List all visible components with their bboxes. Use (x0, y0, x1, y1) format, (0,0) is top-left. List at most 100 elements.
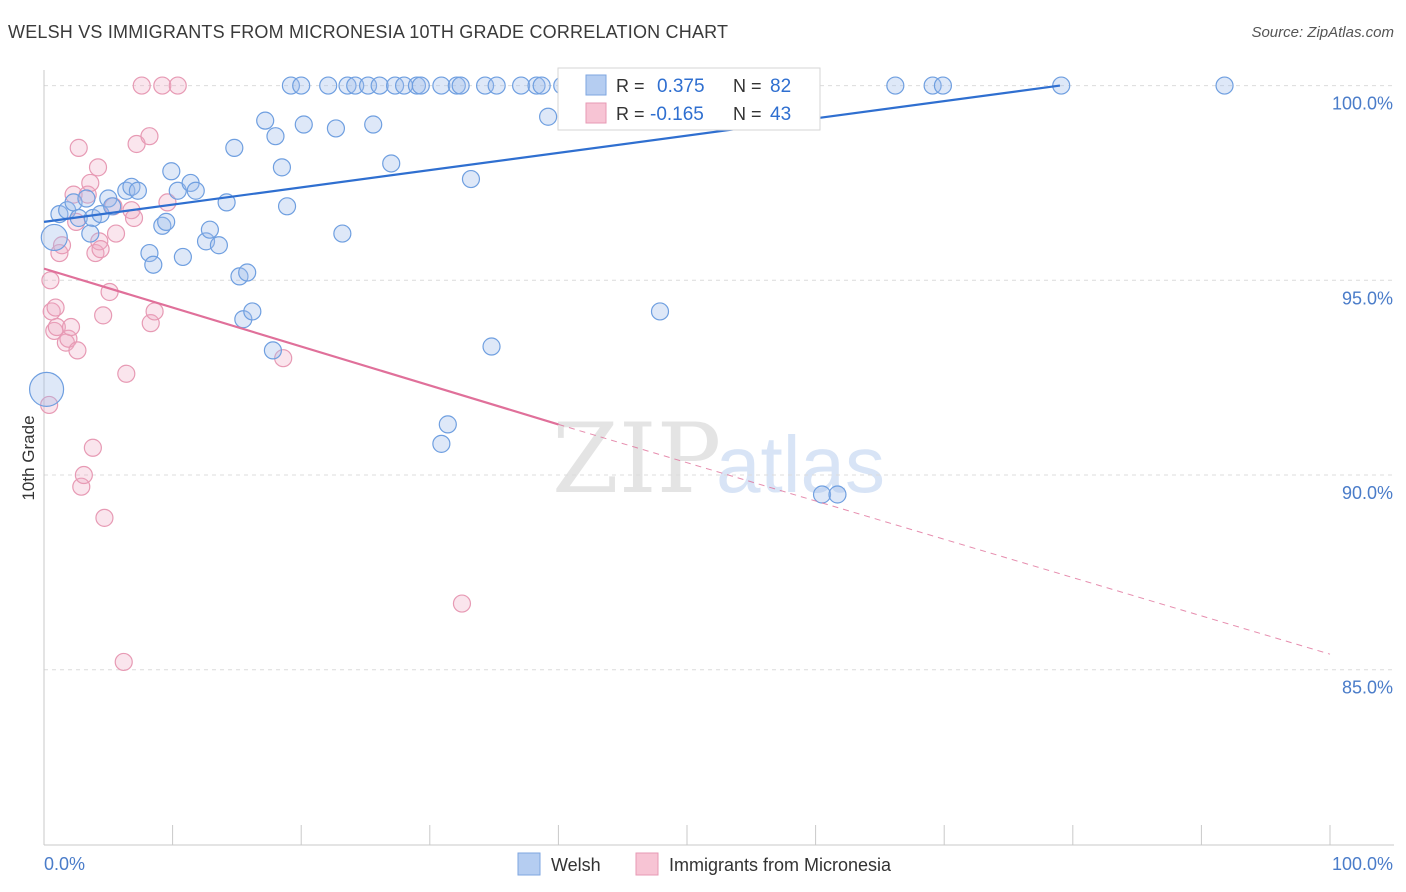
welsh-point (200, 220, 219, 239)
welsh-point (144, 255, 163, 274)
welsh-point (438, 415, 457, 434)
welsh-point (162, 162, 181, 181)
micronesia-point (140, 127, 159, 146)
welsh-point (186, 181, 205, 200)
micronesia-point (124, 208, 144, 228)
welsh-point (346, 76, 365, 95)
welsh-point (292, 76, 311, 95)
welsh-point (81, 224, 100, 243)
micronesia-point (81, 173, 100, 193)
legend-micronesia-n-label: N = (733, 104, 762, 124)
welsh-point (432, 434, 451, 453)
welsh-point (157, 212, 176, 231)
welsh-point (482, 337, 501, 356)
legend-swatch-welsh (585, 74, 607, 96)
welsh-point (382, 154, 401, 173)
bottom-legend-micronesia-label[interactable]: Immigrants from Micronesia (669, 855, 892, 875)
welsh-point (487, 76, 506, 95)
chart-title: WELSH VS IMMIGRANTS FROM MICRONESIA 10TH… (8, 22, 729, 42)
welsh-point (407, 76, 427, 95)
welsh-point (140, 243, 159, 263)
welsh-point (243, 302, 262, 321)
welsh-point (527, 76, 546, 95)
micronesia-point (95, 508, 114, 527)
welsh-point (411, 76, 430, 95)
welsh-series (28, 76, 1234, 504)
watermark-zip: ZIP (552, 403, 721, 515)
micronesia-point (117, 364, 136, 383)
bottom-legend-swatch-micronesia[interactable] (635, 852, 659, 876)
welsh-point (77, 189, 96, 208)
welsh-point (333, 224, 352, 243)
micronesia-point (132, 76, 151, 95)
x-tick-label-min: 0.0% (44, 854, 85, 874)
micronesia-point (61, 317, 81, 337)
micronesia-point (46, 298, 65, 317)
micronesia-point (68, 341, 87, 360)
y-tick-label: 100.0% (1332, 94, 1393, 114)
micronesia-point (94, 306, 113, 325)
welsh-point (451, 76, 470, 95)
stats-legend: R = 0.375 N = 82 R = -0.165 N = 43 (557, 67, 821, 131)
welsh-point (281, 76, 301, 95)
bottom-legend-swatch-welsh[interactable] (517, 852, 541, 876)
welsh-point (512, 76, 531, 95)
micronesia-point (141, 314, 160, 333)
y-tick-label: 95.0% (1342, 288, 1393, 308)
welsh-point (225, 138, 244, 157)
welsh-point (933, 76, 953, 95)
micronesia-trend-line (43, 267, 559, 426)
axes (43, 70, 1394, 846)
welsh-point (277, 197, 297, 216)
micronesia-point (41, 271, 60, 290)
welsh-point (1215, 76, 1234, 95)
micronesia-point (47, 317, 66, 337)
welsh-point (238, 263, 257, 282)
welsh-point (103, 197, 122, 216)
x-tick-label-max: 100.0% (1332, 854, 1393, 874)
micronesia-point (452, 594, 472, 613)
legend-welsh-n-label: N = (733, 76, 762, 96)
welsh-point (338, 76, 357, 95)
welsh-point (886, 76, 905, 95)
welsh-point (294, 115, 313, 134)
legend-micronesia-r-value: -0.165 (650, 104, 704, 125)
legend-welsh-n-value: 82 (770, 76, 791, 97)
y-tick-label: 85.0% (1342, 678, 1393, 698)
welsh-point (263, 341, 283, 360)
welsh-point (828, 485, 847, 504)
micronesia-point (106, 224, 126, 243)
welsh-point (923, 76, 942, 95)
welsh-point (256, 111, 275, 130)
micronesia-point (72, 477, 91, 496)
source-label: Source: ZipAtlas.com (1251, 24, 1394, 41)
micronesia-point (88, 158, 108, 177)
bottom-legend-welsh-label[interactable]: Welsh (551, 855, 601, 875)
legend-swatch-micronesia (585, 102, 607, 124)
welsh-point (266, 127, 285, 146)
welsh-point (432, 76, 451, 95)
series-legend: Welsh Immigrants from Micronesia (517, 852, 892, 876)
micronesia-series (40, 76, 472, 672)
micronesia-point (168, 76, 187, 95)
micronesia-point (83, 438, 102, 457)
y-tick-labels: 85.0% 90.0% 95.0% 100.0% (1332, 94, 1393, 698)
welsh-point (272, 158, 292, 177)
legend-micronesia-n-value: 43 (770, 104, 791, 125)
micronesia-point (91, 240, 110, 259)
x-ticks (43, 825, 1331, 845)
welsh-point (326, 119, 346, 138)
y-axis-label: 10th Grade (19, 415, 38, 500)
y-tick-label: 90.0% (1342, 483, 1393, 503)
legend-welsh-r-value: 0.375 (657, 76, 705, 97)
micronesia-point (145, 302, 164, 321)
gridlines (44, 85, 1394, 671)
welsh-point (173, 247, 192, 267)
micronesia-point (69, 138, 88, 157)
welsh-point (40, 223, 68, 252)
welsh-trend-line (43, 84, 1061, 223)
welsh-point (319, 76, 338, 95)
welsh-point (209, 236, 228, 255)
welsh-point (128, 181, 147, 200)
